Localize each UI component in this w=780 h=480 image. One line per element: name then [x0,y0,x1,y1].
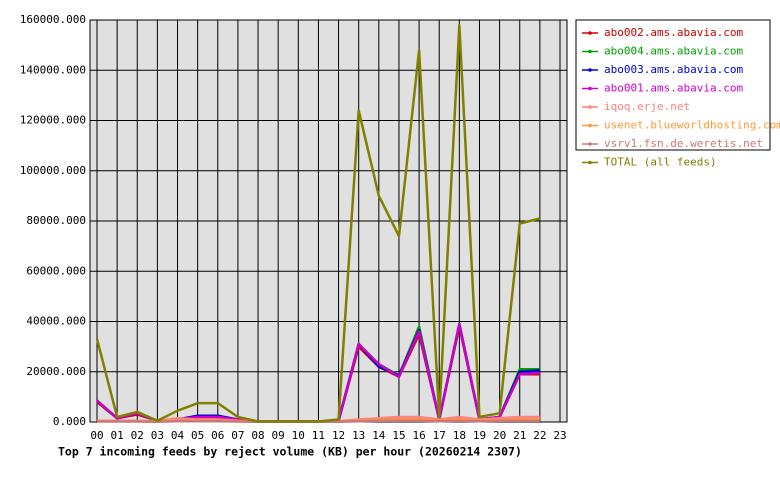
x-tick-label: 18 [453,429,466,442]
x-tick-label: 03 [151,429,164,442]
x-tick-label: 01 [111,429,124,442]
x-tick-label: 13 [352,429,365,442]
x-tick-label: 04 [171,429,185,442]
x-tick-label: 17 [433,429,446,442]
x-tick-label: 06 [211,429,224,442]
x-tick-label: 15 [392,429,405,442]
legend-label: usenet.blueworldhosting.com [604,119,780,132]
y-tick-label: 140000.000 [20,63,86,76]
y-tick-label: 0.000 [53,415,86,428]
x-tick-label: 07 [231,429,244,442]
chart-title: Top 7 incoming feeds by reject volume (K… [58,445,522,459]
legend-box [575,19,771,151]
x-tick-label: 22 [533,429,546,442]
series-line [95,23,541,423]
legend-label: abo002.ams.abavia.com [604,26,743,39]
legend-marker [588,86,592,91]
legend-label: TOTAL (all feeds) [604,156,717,169]
x-tick-label: 11 [312,429,325,442]
y-tick-label: 20000.000 [26,365,86,378]
legend-label: vsrv1.fsn.de.weretis.net [604,137,763,150]
x-tick-label: 08 [251,429,264,442]
y-tick-label: 80000.000 [26,214,86,227]
x-tick-label: 23 [553,429,566,442]
y-tick-label: 40000.000 [26,315,86,328]
x-tick-label: 05 [191,429,204,442]
x-tick-label: 09 [272,429,285,442]
x-tick-label: 21 [513,429,526,442]
x-tick-label: 16 [412,429,425,442]
legend-marker [588,68,592,72]
legend-label: abo003.ams.abavia.com [604,63,743,76]
legend-label: abo004.ams.abavia.com [604,45,743,58]
legend-marker [588,49,592,54]
y-tick-label: 120000.000 [20,114,86,127]
y-tick-label: 160000.000 [20,13,86,26]
y-tick-label: 100000.000 [20,164,86,177]
legend-marker [588,160,592,165]
x-tick-label: 10 [292,429,305,442]
legend-marker [588,105,592,109]
x-tick-label: 14 [372,429,386,442]
y-tick-label: 60000.000 [26,264,86,277]
legend-label: abo001.ams.abavia.com [604,82,743,95]
legend-marker [588,142,592,146]
legend-marker [588,31,592,35]
legend-marker [588,123,592,128]
legend-label: iqoq.erje.net [604,100,690,113]
x-tick-label: 19 [473,429,486,442]
x-tick-label: 12 [332,429,345,442]
x-tick-label: 00 [90,429,103,442]
x-tick-label: 20 [493,429,506,442]
x-tick-label: 02 [131,429,144,442]
